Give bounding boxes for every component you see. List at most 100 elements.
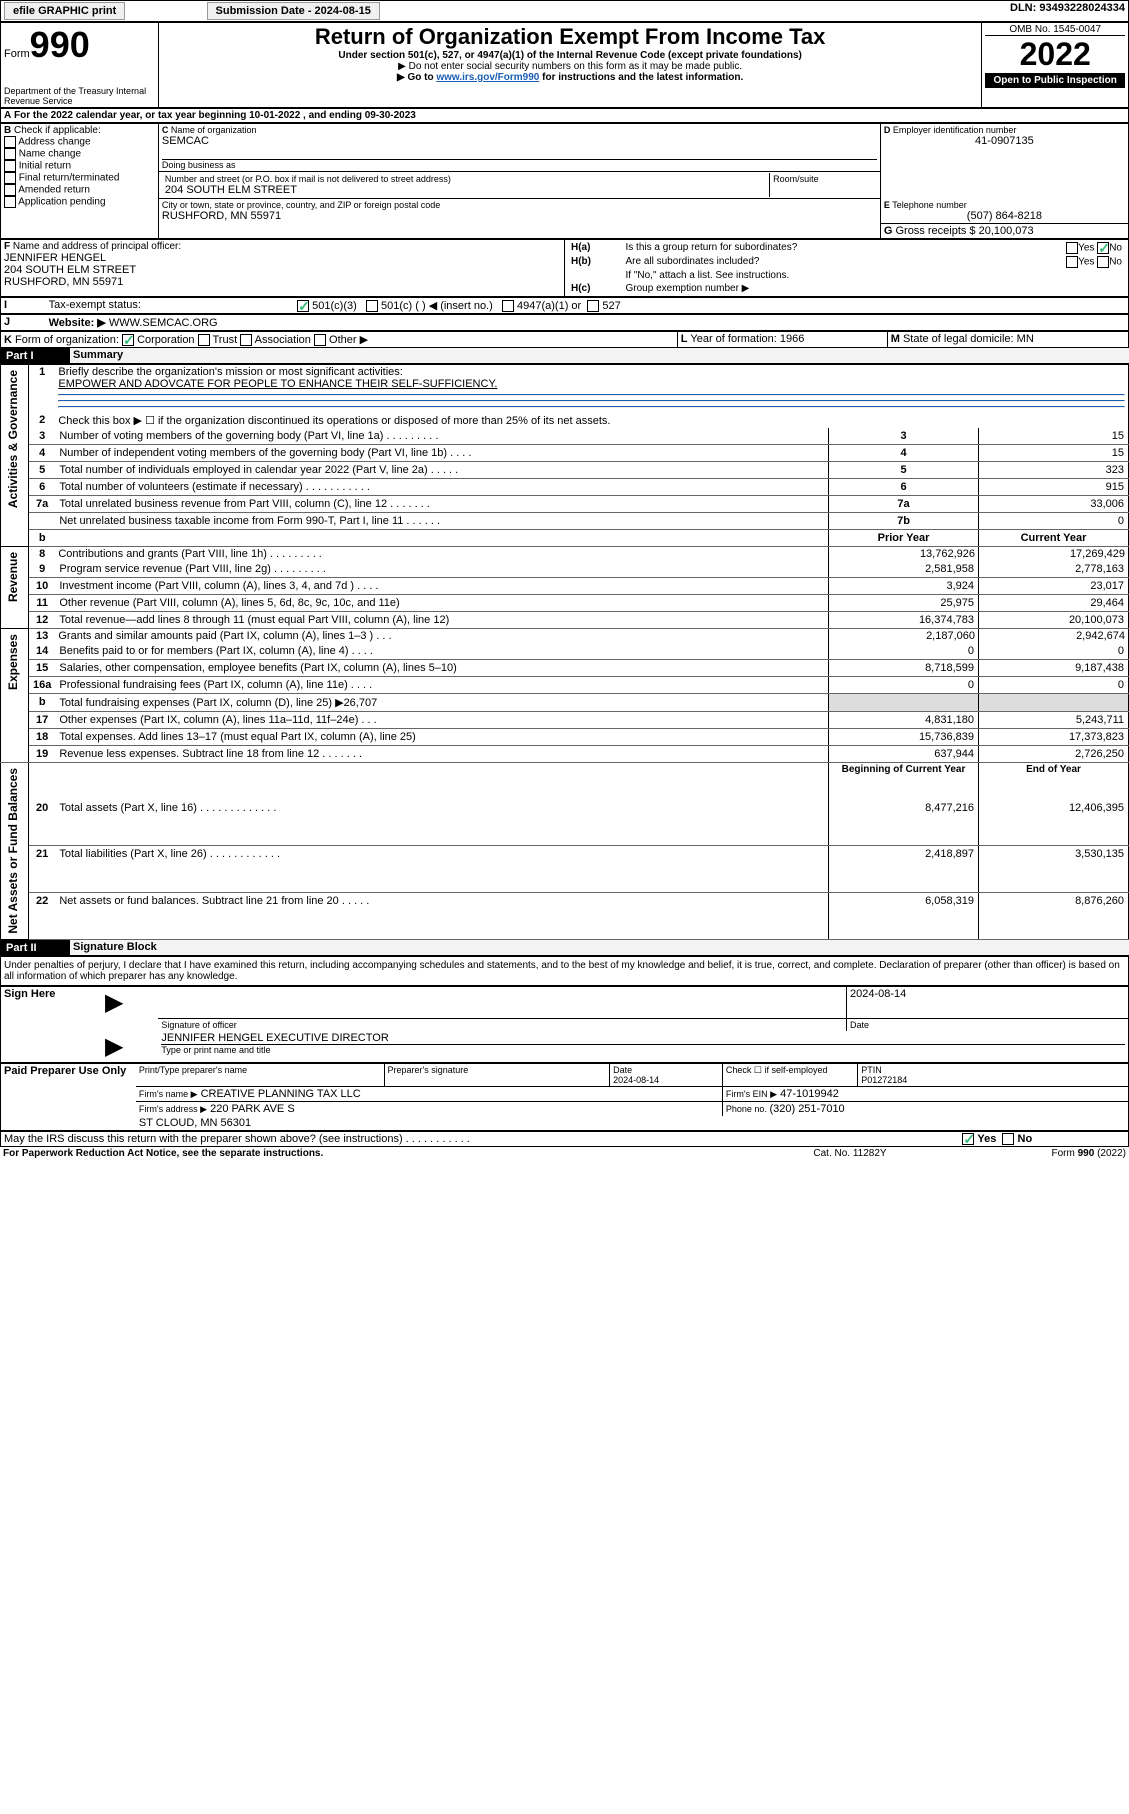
dept-label: Department of the Treasury Internal Reve… <box>4 86 155 106</box>
chk-501c[interactable] <box>366 300 378 312</box>
prep-sig-label: Preparer's signature <box>384 1063 610 1086</box>
sign-here: Sign Here <box>1 987 103 1031</box>
gross-receipts: 20,100,073 <box>979 225 1034 237</box>
formpg: Form 990 (2022) <box>942 1147 1129 1160</box>
chk-527[interactable] <box>587 300 599 312</box>
mission: EMPOWER AND ADOVCATE FOR PEOPLE TO ENHAN… <box>58 378 497 390</box>
summary-table: Activities & Governance 1 Briefly descri… <box>0 364 1129 940</box>
irs-no[interactable] <box>1002 1133 1014 1145</box>
year-formation: 1966 <box>780 333 804 345</box>
hb-label: Are all subordinates included? <box>623 255 996 269</box>
preparer-block: Paid Preparer Use Only Print/Type prepar… <box>0 1063 1129 1131</box>
f-label: Name and address of principal officer: <box>13 241 181 252</box>
hb-yes[interactable] <box>1066 256 1078 268</box>
firm-name: CREATIVE PLANNING TAX LLC <box>201 1088 361 1100</box>
dba-label: Doing business as <box>162 159 877 170</box>
firm-addr1: 220 PARK AVE S <box>210 1103 295 1115</box>
b-label: Check if applicable: <box>14 125 101 136</box>
catno: Cat. No. 11282Y <box>758 1147 942 1160</box>
chk-other[interactable] <box>314 334 326 346</box>
officer-addr2: RUSHFORD, MN 55971 <box>4 276 561 288</box>
website: WWW.SEMCAC.ORG <box>109 317 218 329</box>
addr-label: Number and street (or P.O. box if mail i… <box>165 174 766 184</box>
form-number: Form990 <box>4 24 155 66</box>
vert-governance: Activities & Governance <box>4 366 22 512</box>
prep-name-label: Print/Type preparer's name <box>136 1063 384 1086</box>
j-label: Website: ▶ <box>49 317 106 329</box>
d-label: Employer identification number <box>893 125 1017 135</box>
part2-title: Signature Block <box>70 940 1129 956</box>
tax-year: 2022 <box>985 36 1125 73</box>
org-name: SEMCAC <box>162 135 877 147</box>
omb: OMB No. 1545-0047 <box>985 24 1125 36</box>
street-address: 204 SOUTH ELM STREET <box>165 184 766 196</box>
ha-yes[interactable] <box>1066 242 1078 254</box>
phone: (507) 864-8218 <box>884 210 1125 222</box>
room-label: Room/suite <box>770 173 877 197</box>
penalties: Under penalties of perjury, I declare th… <box>0 956 1129 986</box>
dln: DLN: 93493228024334 <box>598 1 1128 22</box>
h-ifno: If "No," attach a list. See instructions… <box>623 269 1126 282</box>
officer-name: JENNIFER HENGEL <box>4 252 561 264</box>
note-link: ▶ Go to www.irs.gov/Form990 for instruct… <box>162 72 978 83</box>
open-public: Open to Public Inspection <box>985 73 1125 88</box>
irs-link[interactable]: www.irs.gov/Form990 <box>436 72 539 83</box>
note-ssn: ▶ Do not enter social security numbers o… <box>162 61 978 72</box>
chk-address[interactable] <box>4 136 16 148</box>
part2-tab: Part II <box>0 940 70 956</box>
s1-label: Briefly describe the organization's miss… <box>58 366 402 378</box>
prep-date: 2024-08-14 <box>613 1075 659 1085</box>
form-subtitle: Under section 501(c), 527, or 4947(a)(1)… <box>162 50 978 61</box>
submission-date-button[interactable]: Submission Date - 2024-08-15 <box>207 2 380 20</box>
hc-label: Group exemption number ▶ <box>623 282 1126 295</box>
k-label: Form of organization: <box>15 334 119 346</box>
c-label: Name of organization <box>171 125 257 135</box>
s2: Check this box ▶ ☐ if the organization d… <box>55 413 1128 428</box>
chk-initial[interactable] <box>4 160 16 172</box>
irs-yes[interactable] <box>962 1133 974 1145</box>
vert-revenue: Revenue <box>4 548 22 606</box>
chk-amended[interactable] <box>4 184 16 196</box>
chk-pending[interactable] <box>4 196 16 208</box>
sig-date-label: Date <box>847 1018 1129 1031</box>
hb-no[interactable] <box>1097 256 1109 268</box>
chk-final[interactable] <box>4 172 16 184</box>
sign-block: Sign Here ▶ 2024-08-14 Signature of offi… <box>0 986 1129 1063</box>
chk-501c3[interactable] <box>297 300 309 312</box>
sign-date: 2024-08-14 <box>847 987 1129 1019</box>
line-a: A For the 2022 calendar year, or tax yea… <box>1 109 1129 123</box>
city-state-zip: RUSHFORD, MN 55971 <box>162 210 877 222</box>
i-label: Tax-exempt status: <box>46 297 294 313</box>
firm-phone: (320) 251-7010 <box>769 1103 844 1115</box>
chk-name[interactable] <box>4 148 16 160</box>
form-title: Return of Organization Exempt From Incom… <box>162 24 978 50</box>
part1-title: Summary <box>70 348 1129 364</box>
firm-addr2: ST CLOUD, MN 56301 <box>136 1116 1129 1131</box>
officer-addr1: 204 SOUTH ELM STREET <box>4 264 561 276</box>
ha-no[interactable] <box>1097 242 1109 254</box>
ha-label: Is this a group return for subordinates? <box>623 241 996 255</box>
chk-4947[interactable] <box>502 300 514 312</box>
ein: 41-0907135 <box>884 135 1125 147</box>
sig-name-label: Type or print name and title <box>161 1045 1125 1055</box>
e-label: Telephone number <box>892 200 967 210</box>
city-label: City or town, state or province, country… <box>162 200 877 210</box>
prep-check: Check ☐ if self-employed <box>722 1063 857 1086</box>
header-block: Form990 Department of the Treasury Inter… <box>0 22 1129 108</box>
chk-trust[interactable] <box>198 334 210 346</box>
part1-tab: Part I <box>0 348 70 364</box>
domicile: MN <box>1017 333 1034 345</box>
firm-ein: 47-1019942 <box>780 1088 839 1100</box>
paid-prep-label: Paid Preparer Use Only <box>1 1063 136 1130</box>
chk-corp[interactable] <box>122 334 134 346</box>
paperwork: For Paperwork Reduction Act Notice, see … <box>0 1147 758 1160</box>
vert-expenses: Expenses <box>4 630 22 694</box>
officer-sig-name: JENNIFER HENGEL EXECUTIVE DIRECTOR <box>161 1032 1125 1045</box>
chk-assoc[interactable] <box>240 334 252 346</box>
g-label: Gross receipts $ <box>895 225 978 237</box>
efile-button[interactable]: efile GRAPHIC print <box>4 2 125 20</box>
entity-block: B Check if applicable: Address change Na… <box>0 123 1129 239</box>
sig-officer-label: Signature of officer <box>158 1018 846 1031</box>
ptin: P01272184 <box>861 1075 907 1085</box>
may-irs: May the IRS discuss this return with the… <box>1 1131 960 1146</box>
